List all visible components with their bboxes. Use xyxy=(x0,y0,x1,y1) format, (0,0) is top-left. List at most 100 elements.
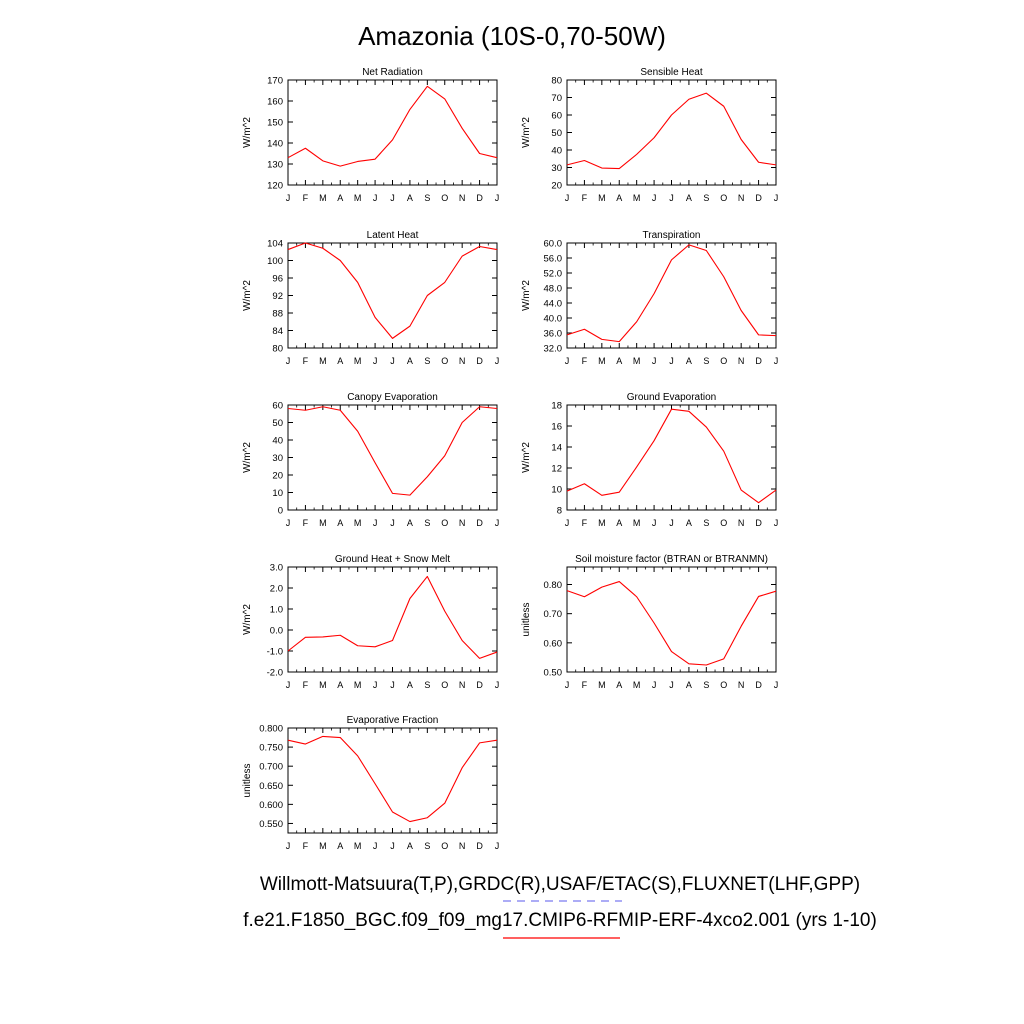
x-tick-label: S xyxy=(703,356,709,366)
model-series-line xyxy=(566,408,777,504)
y-tick-label: 3.0 xyxy=(270,563,283,574)
panel-title: Evaporative Fraction xyxy=(347,715,439,726)
y-tick-label: 92 xyxy=(272,291,283,302)
x-tick-label: M xyxy=(354,518,362,528)
x-tick-label: A xyxy=(616,193,622,203)
x-tick-label: O xyxy=(441,356,448,366)
footer-observations: Willmott-Matsuura(T,P),GRDC(R),USAF/ETAC… xyxy=(260,874,860,895)
y-tick-label: 52.0 xyxy=(544,269,563,280)
x-tick-label: F xyxy=(303,680,309,690)
x-tick-label: F xyxy=(303,193,309,203)
y-tick-label: 30 xyxy=(272,453,283,464)
panel-title: Latent Heat xyxy=(367,230,419,241)
y-tick-label: 0.800 xyxy=(259,724,283,735)
y-tick-label: 40 xyxy=(272,436,283,447)
x-tick-label: J xyxy=(495,193,500,203)
y-tick-label: 0.80 xyxy=(544,580,563,591)
y-axis-label: W/m^2 xyxy=(242,280,253,311)
x-tick-label: J xyxy=(373,680,378,690)
y-tick-label: 60 xyxy=(272,401,283,412)
y-tick-label: 60.0 xyxy=(544,239,563,250)
x-tick-label: O xyxy=(720,193,727,203)
x-tick-label: O xyxy=(441,680,448,690)
x-tick-label: M xyxy=(354,193,362,203)
x-tick-label: A xyxy=(686,193,692,203)
x-tick-label: F xyxy=(303,841,309,851)
x-tick-label: N xyxy=(459,680,466,690)
x-tick-label: S xyxy=(703,518,709,528)
y-tick-label: 44.0 xyxy=(544,299,563,310)
panel-title: Sensible Heat xyxy=(640,67,702,78)
x-tick-label: M xyxy=(354,841,362,851)
x-tick-label: M xyxy=(598,193,606,203)
x-tick-label: N xyxy=(738,356,745,366)
y-tick-label: 0.700 xyxy=(259,762,283,773)
panel-title: Ground Evaporation xyxy=(627,392,717,403)
x-tick-label: O xyxy=(441,518,448,528)
x-tick-label: J xyxy=(565,518,570,528)
panel-title: Soil moisture factor (BTRAN or BTRANMN) xyxy=(575,554,768,565)
x-tick-label: J xyxy=(286,518,291,528)
y-tick-label: 20 xyxy=(272,471,283,482)
x-tick-label: O xyxy=(720,680,727,690)
x-tick-label: A xyxy=(337,193,343,203)
x-tick-label: J xyxy=(652,680,657,690)
model-series-line xyxy=(287,735,498,823)
y-tick-label: 16 xyxy=(551,422,562,433)
x-tick-label: M xyxy=(633,356,641,366)
model-series-line xyxy=(287,242,498,339)
x-tick-label: M xyxy=(319,193,327,203)
plot-frame xyxy=(287,242,498,349)
y-tick-label: 18 xyxy=(551,401,562,412)
x-tick-label: N xyxy=(459,193,466,203)
x-tick-label: F xyxy=(582,680,588,690)
x-tick-label: A xyxy=(337,356,343,366)
x-tick-label: S xyxy=(703,193,709,203)
x-tick-label: N xyxy=(738,518,745,528)
x-tick-label: M xyxy=(598,518,606,528)
model-series-line xyxy=(566,92,777,170)
y-axis-label: unitless xyxy=(521,603,532,637)
y-tick-label: 32.0 xyxy=(544,344,563,355)
x-tick-label: S xyxy=(424,841,430,851)
x-tick-label: J xyxy=(565,680,570,690)
panel-8: Soil moisture factor (BTRAN or BTRANMN) u… xyxy=(521,554,778,690)
y-tick-label: 80 xyxy=(272,344,283,355)
y-tick-label: 56.0 xyxy=(544,254,563,265)
x-tick-label: N xyxy=(459,356,466,366)
y-tick-label: 1.0 xyxy=(270,605,283,616)
x-tick-label: A xyxy=(407,680,413,690)
x-tick-label: A xyxy=(407,518,413,528)
x-tick-label: J xyxy=(390,518,395,528)
x-tick-label: J xyxy=(390,356,395,366)
y-tick-label: 60 xyxy=(551,111,562,122)
y-axis-label: unitless xyxy=(242,764,253,798)
x-tick-label: A xyxy=(337,841,343,851)
x-tick-label: O xyxy=(441,193,448,203)
x-tick-label: J xyxy=(286,193,291,203)
x-tick-label: O xyxy=(441,841,448,851)
plot-frame xyxy=(287,727,498,834)
x-tick-label: M xyxy=(633,680,641,690)
x-tick-label: S xyxy=(424,356,430,366)
x-tick-label: A xyxy=(686,518,692,528)
y-axis-label: W/m^2 xyxy=(242,604,253,635)
y-tick-label: 36.0 xyxy=(544,329,563,340)
x-tick-label: J xyxy=(390,841,395,851)
y-tick-label: 170 xyxy=(267,76,283,87)
model-series-line xyxy=(287,85,498,167)
y-tick-label: 0.650 xyxy=(259,781,283,792)
x-tick-label: J xyxy=(495,841,500,851)
y-tick-label: 40 xyxy=(551,146,562,157)
y-tick-label: 2.0 xyxy=(270,584,283,595)
y-tick-label: 12 xyxy=(551,464,562,475)
y-tick-label: 30 xyxy=(551,163,562,174)
x-tick-label: N xyxy=(459,518,466,528)
y-tick-label: 104 xyxy=(267,239,283,250)
x-tick-label: A xyxy=(337,518,343,528)
panel-title: Net Radiation xyxy=(362,67,423,78)
x-tick-label: F xyxy=(582,356,588,366)
